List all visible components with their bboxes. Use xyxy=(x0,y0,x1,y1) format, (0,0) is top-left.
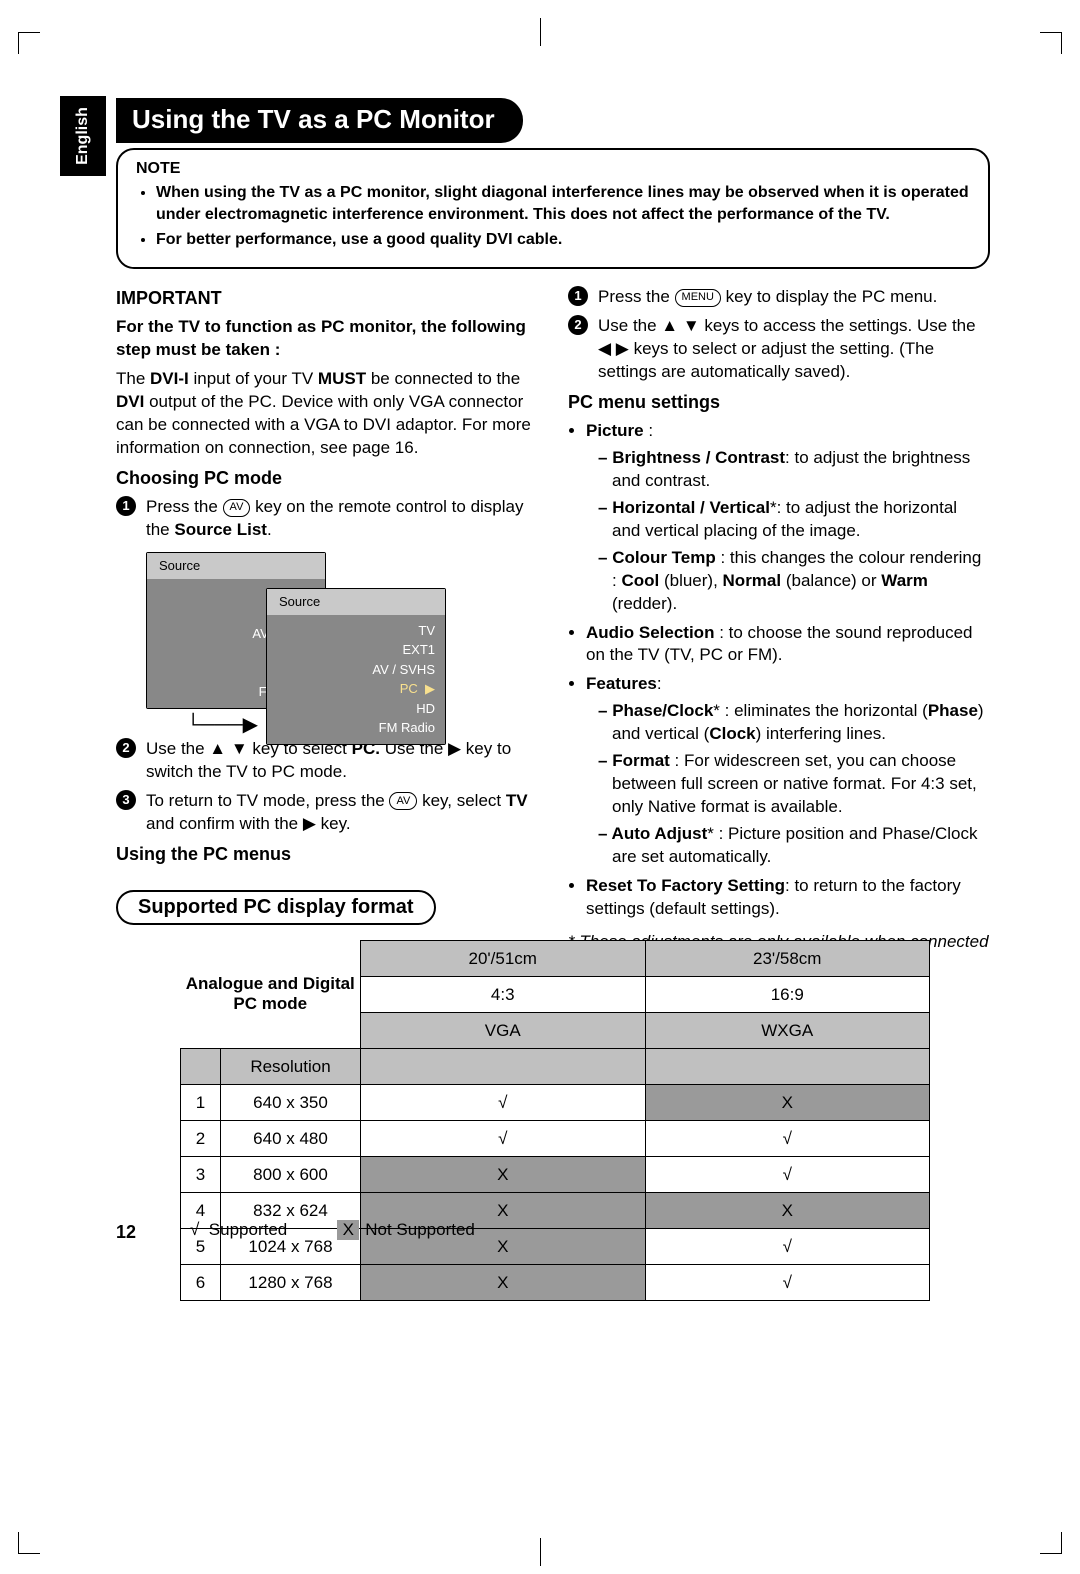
table-row: 3800 x 600X√ xyxy=(181,1157,930,1193)
picture-item: Picture : Brightness / Contrast: to adju… xyxy=(586,420,990,616)
supported-format-heading: Supported PC display format xyxy=(116,890,436,925)
menu-key-icon: MENU xyxy=(675,289,721,307)
step-number-icon: 3 xyxy=(116,790,136,810)
important-lead: For the TV to function as PC monitor, th… xyxy=(116,316,538,362)
left-column: IMPORTANT For the TV to function as PC m… xyxy=(116,280,538,983)
step-number-icon: 2 xyxy=(116,738,136,758)
page-number: 12 xyxy=(116,1222,136,1243)
table-row: 61280 x 768X√ xyxy=(181,1265,930,1301)
right-column: 1 Press the MENU key to display the PC m… xyxy=(568,280,990,983)
right-step-1: 1 Press the MENU key to display the PC m… xyxy=(568,286,990,309)
source-menu-diagram: Source TV ▶ EXT1 AV / SVHS PC HD FM Radi… xyxy=(146,552,538,732)
step-number-icon: 1 xyxy=(568,286,588,306)
step-3: 3 To return to TV mode, press the AV key… xyxy=(116,790,538,836)
language-tab: English xyxy=(60,96,106,176)
step-number-icon: 2 xyxy=(568,315,588,335)
choosing-heading: Choosing PC mode xyxy=(116,466,538,490)
format-table: Analogue and Digital PC mode 20'/51cm 23… xyxy=(180,940,930,1301)
page: English Using the TV as a PC Monitor NOT… xyxy=(60,90,990,1514)
important-heading: IMPORTANT xyxy=(116,286,538,310)
using-pc-menus-heading: Using the PC menus xyxy=(116,842,538,866)
note-item: For better performance, use a good quali… xyxy=(156,229,970,251)
note-item: When using the TV as a PC monitor, sligh… xyxy=(156,182,970,225)
note-heading: NOTE xyxy=(136,160,970,178)
step-1: 1 Press the AV key on the remote control… xyxy=(116,496,538,542)
table-row: 1640 x 350√X xyxy=(181,1085,930,1121)
table-legend: √ Supported XNot Supported xyxy=(190,1220,475,1240)
av-key-icon: AV xyxy=(389,792,417,810)
not-supported-icon: X xyxy=(337,1220,359,1240)
arrow-icon: └───▶ xyxy=(186,712,258,739)
av-key-icon: AV xyxy=(223,499,251,517)
right-step-2: 2 Use the ▲ ▼ keys to access the setting… xyxy=(568,315,990,384)
note-box: NOTE When using the TV as a PC monitor, … xyxy=(116,148,990,269)
table-row: 2640 x 480√√ xyxy=(181,1121,930,1157)
page-title: Using the TV as a PC Monitor xyxy=(116,98,523,143)
step-2: 2 Use the ▲ ▼ key to select PC. Use the … xyxy=(116,738,538,784)
source-menu-pc: Source TV EXT1 AV / SVHS PC ▶ HD FM Radi… xyxy=(266,588,446,745)
important-body: The DVI-I input of your TV MUST be conne… xyxy=(116,368,538,460)
step-number-icon: 1 xyxy=(116,496,136,516)
audio-item: Audio Selection : to choose the sound re… xyxy=(586,622,990,668)
features-item: Features: Phase/Clock* : eliminates the … xyxy=(586,673,990,869)
reset-item: Reset To Factory Setting: to return to t… xyxy=(586,875,990,921)
pc-menu-settings-heading: PC menu settings xyxy=(568,390,990,414)
